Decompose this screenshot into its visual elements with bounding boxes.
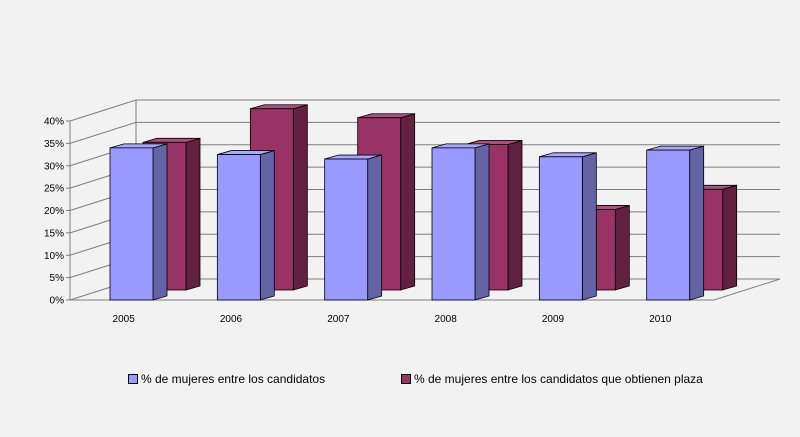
bar-front [324,158,369,301]
bar-side [507,140,523,291]
bar-series-1 [431,143,490,301]
bar-side [152,143,168,301]
legend-swatch-series-2 [401,374,411,384]
y-tick-label: 15% [44,228,64,239]
y-tick-label: 10% [44,251,64,262]
bar-side [292,104,308,291]
bar-side [689,145,705,301]
floor-edge [70,278,781,301]
y-tick-label: 30% [44,161,64,172]
x-category-label: 2005 [113,314,136,325]
legend-item-series-2: % de mujeres entre los candidatos que ob… [401,372,703,386]
bar-series-1 [109,143,168,301]
bar-series-1 [216,150,275,301]
legend-label-series-1: % de mujeres entre los candidatos [141,372,326,386]
bar-side [581,152,597,301]
x-category-label: 2010 [649,314,672,325]
bar-front [538,156,583,301]
y-tick-label: 40% [44,117,64,128]
legend: % de mujeres entre los candidatos % de m… [0,372,800,396]
category-labels: 2005 2006 2007 2008 2009 2010 [113,314,672,325]
bar-front [646,149,691,301]
x-category-label: 2008 [435,314,458,325]
bar-side [367,154,383,301]
legend-item-series-1: % de mujeres entre los candidatos [128,372,325,386]
x-category-label: 2009 [542,314,565,325]
bar-side [722,184,738,291]
y-tick-label: 0% [50,296,65,307]
bar-front [109,147,154,301]
bar-series-1 [538,152,597,301]
y-tick-label: 35% [44,139,64,150]
y-tick-label: 25% [44,184,64,195]
bar-side [259,150,275,301]
bar-series-1 [324,154,383,301]
x-category-label: 2006 [220,314,243,325]
ticks-layer: 0% 5% 10% 15% 20% 25% 30% 35% 40% [44,117,70,307]
bar-side [185,137,201,291]
legend-label-series-2: % de mujeres entre los candidatos que ob… [414,372,703,386]
bar-side [400,113,416,291]
bar-side [614,204,630,291]
bar-front [216,154,261,301]
bars-layer [109,104,738,301]
bar-series-1 [646,145,705,301]
bar-side [474,143,490,301]
gridline [69,99,780,122]
y-tick-label: 20% [44,206,64,217]
legend-swatch-series-1 [128,374,138,384]
bar-front [431,147,476,301]
y-tick-label: 5% [50,273,65,284]
x-category-label: 2007 [327,314,350,325]
